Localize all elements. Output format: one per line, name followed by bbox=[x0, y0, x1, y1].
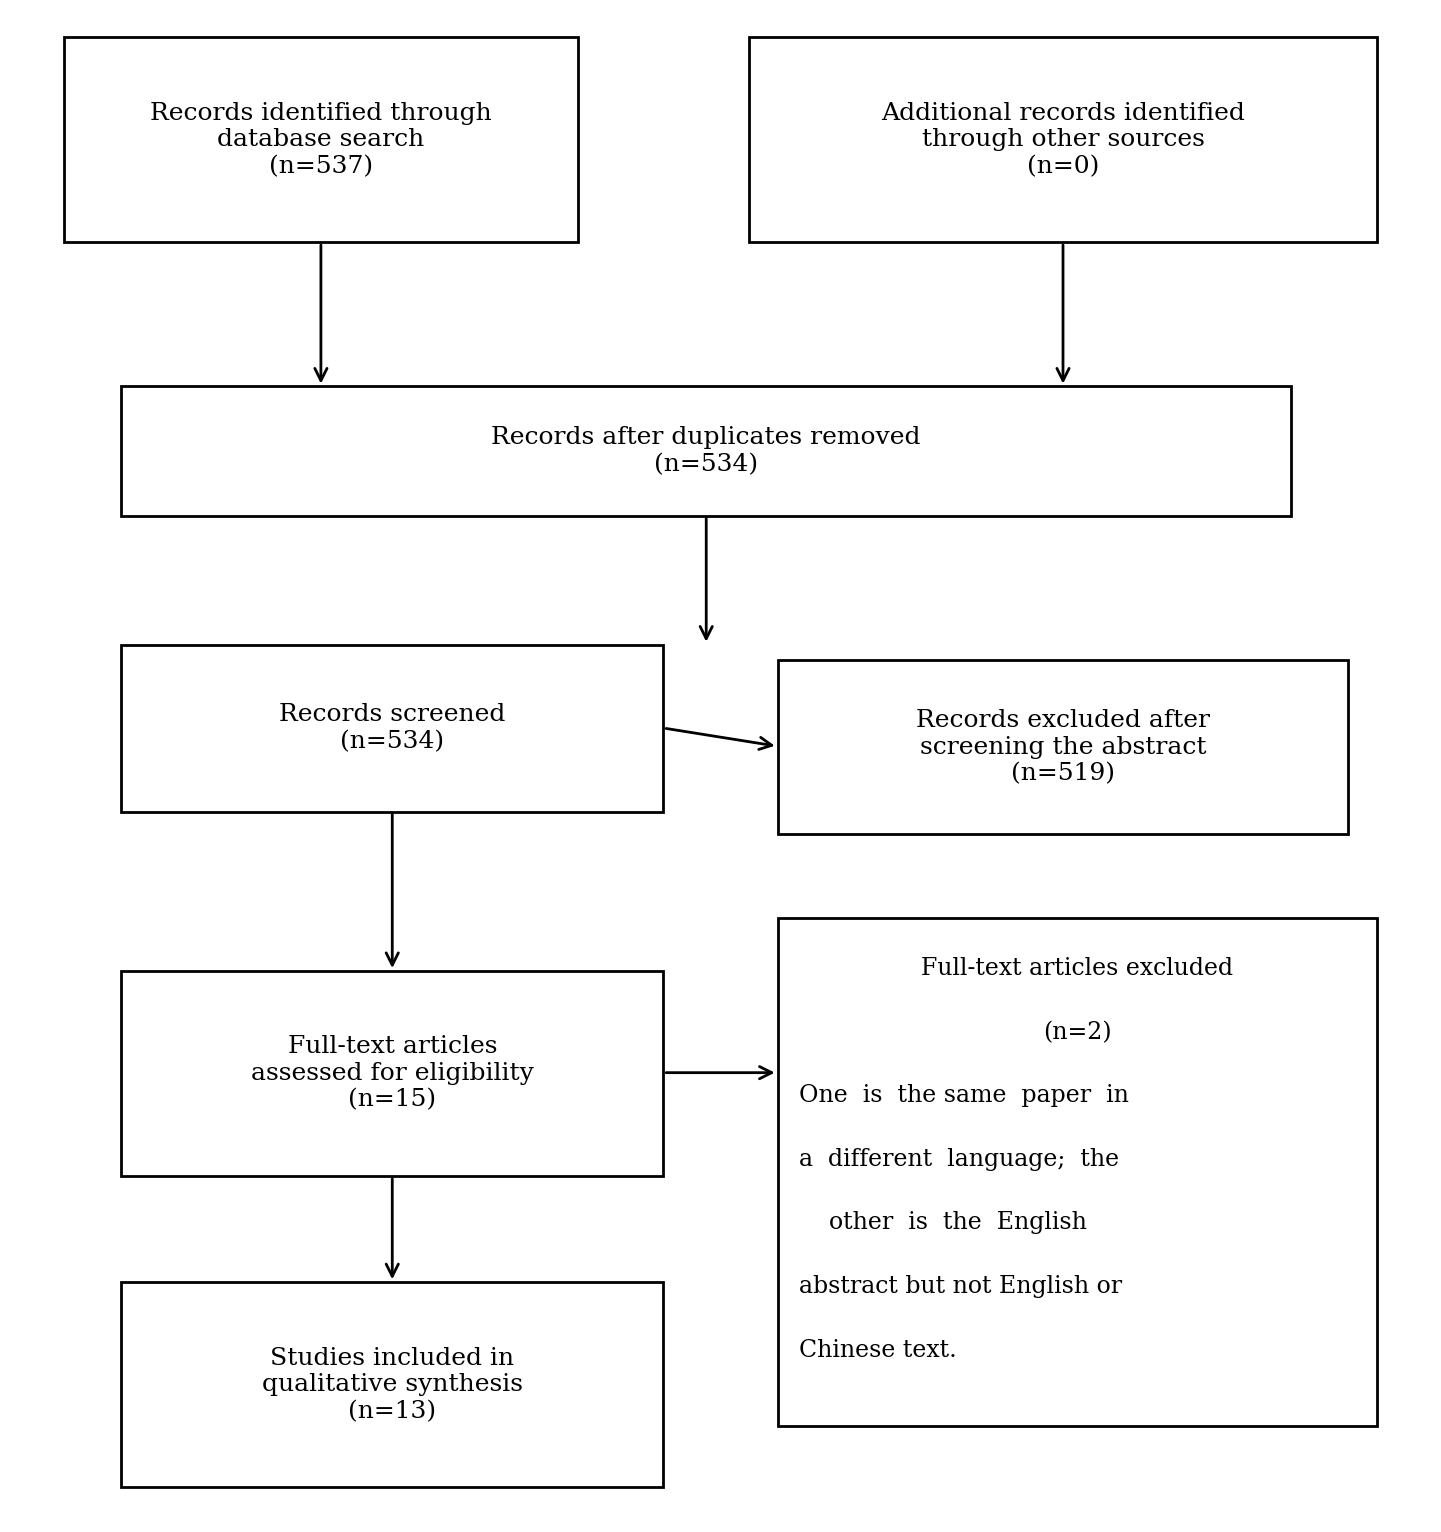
Bar bbox=[778, 918, 1378, 1426]
Bar bbox=[749, 37, 1378, 242]
Text: Records excluded after
screening the abstract
(n=519): Records excluded after screening the abs… bbox=[916, 709, 1210, 784]
Text: Chinese text.: Chinese text. bbox=[798, 1339, 957, 1362]
Text: Full-text articles
assessed for eligibility
(n=15): Full-text articles assessed for eligibil… bbox=[251, 1036, 533, 1112]
Text: One  is  the same  paper  in: One is the same paper in bbox=[798, 1085, 1128, 1108]
Text: other  is  the  English: other is the English bbox=[798, 1212, 1087, 1235]
Bar bbox=[121, 645, 663, 812]
Text: (n=2): (n=2) bbox=[1043, 1020, 1111, 1043]
Text: Records identified through
database search
(n=537): Records identified through database sear… bbox=[150, 101, 491, 178]
Text: Records screened
(n=534): Records screened (n=534) bbox=[280, 703, 506, 752]
Bar bbox=[63, 37, 578, 242]
Text: Full-text articles excluded: Full-text articles excluded bbox=[921, 958, 1233, 980]
Text: Additional records identified
through other sources
(n=0): Additional records identified through ot… bbox=[880, 101, 1245, 178]
Text: a  different  language;  the: a different language; the bbox=[798, 1147, 1120, 1170]
Text: Studies included in
qualitative synthesis
(n=13): Studies included in qualitative synthesi… bbox=[262, 1347, 523, 1423]
Text: Records after duplicates removed
(n=534): Records after duplicates removed (n=534) bbox=[491, 426, 921, 476]
Bar bbox=[778, 660, 1349, 835]
Bar bbox=[121, 1282, 663, 1488]
Text: abstract but not English or: abstract but not English or bbox=[798, 1275, 1123, 1298]
Bar bbox=[121, 971, 663, 1177]
Bar bbox=[121, 386, 1291, 515]
